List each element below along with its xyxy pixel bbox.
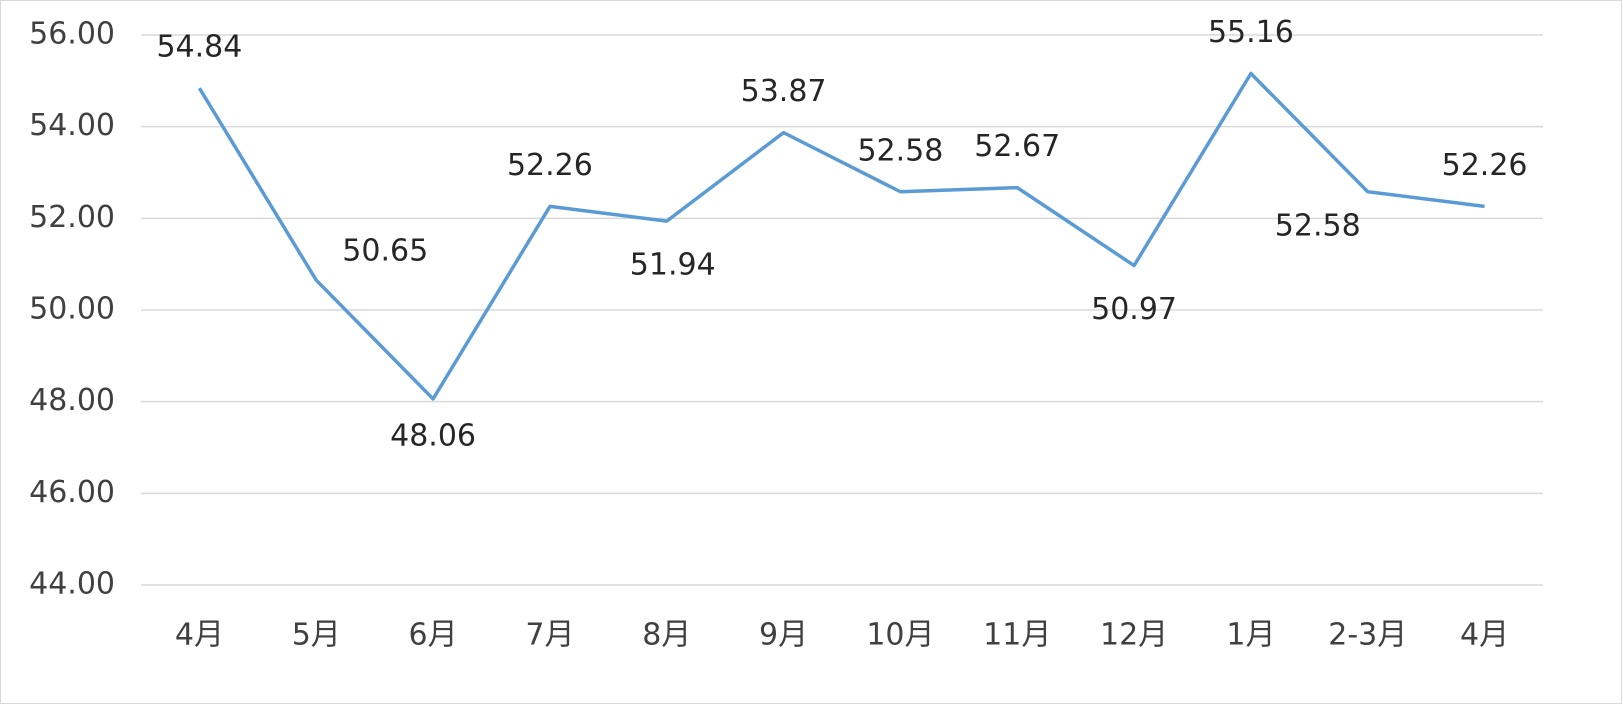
data-label: 52.26	[1442, 148, 1528, 183]
data-label: 53.87	[741, 74, 827, 109]
y-tick-label: 50.00	[29, 292, 115, 327]
x-tick-label: 6月	[409, 618, 458, 653]
data-label: 55.16	[1208, 15, 1294, 50]
x-tick-label: 12月	[1100, 618, 1168, 653]
y-tick-label: 54.00	[29, 108, 115, 143]
x-tick-label: 9月	[759, 618, 808, 653]
x-tick-label: 5月	[292, 618, 341, 653]
x-tick-label: 11月	[983, 618, 1051, 653]
data-label: 50.65	[342, 234, 428, 269]
data-label: 52.26	[507, 148, 593, 183]
data-label: 48.06	[390, 418, 476, 453]
series-line	[197, 71, 1485, 401]
x-tick-label: 7月	[525, 618, 574, 653]
x-tick-label: 1月	[1226, 618, 1275, 653]
y-tick-label: 46.00	[29, 475, 115, 510]
x-tick-label: 2-3月	[1328, 618, 1407, 653]
x-tick-label: 4月	[175, 618, 224, 653]
data-label: 52.58	[857, 133, 943, 168]
y-tick-label: 52.00	[29, 200, 115, 235]
y-tick-label: 48.00	[29, 383, 115, 418]
data-label: 52.67	[974, 129, 1060, 164]
data-label: 51.94	[630, 248, 716, 283]
y-tick-label: 44.00	[29, 567, 115, 602]
x-tick-label: 10月	[866, 618, 934, 653]
data-label: 52.58	[1275, 208, 1361, 243]
y-tick-label: 56.00	[29, 17, 115, 52]
data-label: 54.84	[156, 30, 242, 65]
data-label: 50.97	[1091, 292, 1177, 327]
x-tick-label: 4月	[1460, 618, 1509, 653]
x-tick-label: 8月	[642, 618, 691, 653]
